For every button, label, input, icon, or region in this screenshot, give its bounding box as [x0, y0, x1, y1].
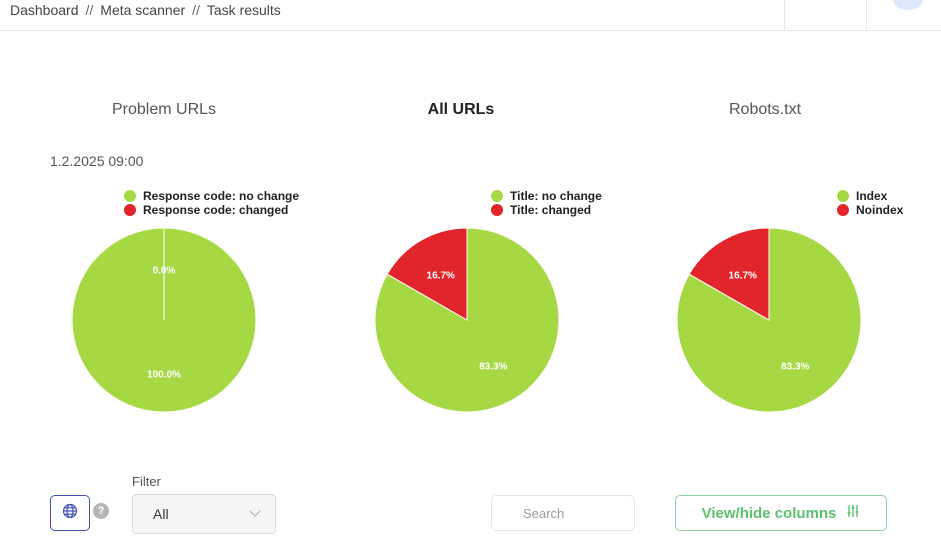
- pie-slice[interactable]: [688, 227, 770, 321]
- pie-data-label: 100.0%: [147, 369, 181, 380]
- tab-problem-urls[interactable]: Problem URLs: [111, 101, 217, 118]
- chart-legend: Index Noindex: [837, 189, 903, 217]
- legend-item[interactable]: Response code: no change: [124, 189, 299, 203]
- tab-all-urls[interactable]: All URLs: [427, 101, 495, 118]
- pie-chart-response-code: 100.0% 0.0%: [71, 227, 257, 413]
- legend-item[interactable]: Response code: changed: [124, 203, 299, 217]
- scan-timestamp: 1.2.2025 09:00: [50, 153, 144, 169]
- legend-swatch: [124, 190, 136, 202]
- breadcrumb-dashboard[interactable]: Dashboard: [10, 2, 79, 18]
- search-input[interactable]: [492, 496, 634, 530]
- breadcrumb-meta-scanner[interactable]: Meta scanner: [100, 2, 186, 18]
- legend-swatch: [491, 190, 503, 202]
- legend-swatch: [124, 204, 136, 216]
- pie-slice[interactable]: [386, 227, 468, 321]
- legend-item[interactable]: Title: changed: [491, 203, 602, 217]
- pie-slice[interactable]: [374, 227, 560, 413]
- topbar-divider: [866, 0, 867, 31]
- view-hide-columns-button[interactable]: View/hide columns: [675, 495, 887, 531]
- legend-swatch: [491, 204, 503, 216]
- globe-icon: [62, 503, 78, 524]
- topbar-divider: [784, 0, 785, 31]
- chart-legend: Response code: no change Response code: …: [124, 189, 299, 217]
- legend-label: Index: [856, 189, 888, 203]
- avatar[interactable]: [893, 0, 923, 10]
- legend-label: Response code: no change: [143, 189, 300, 203]
- legend-label: Response code: changed: [143, 203, 289, 217]
- legend-item[interactable]: Title: no change: [491, 189, 602, 203]
- legend-swatch: [837, 204, 849, 216]
- legend-label: Title: no change: [510, 189, 602, 203]
- help-icon[interactable]: ?: [93, 503, 109, 519]
- pie-chart-robots: 83.3% 16.7%: [676, 227, 862, 413]
- breadcrumb-separator: //: [85, 2, 94, 18]
- legend-label: Title: changed: [510, 203, 592, 217]
- breadcrumb: Dashboard // Meta scanner // Task results: [10, 2, 281, 18]
- globe-button[interactable]: [50, 495, 90, 531]
- pie-data-label: 16.7%: [729, 271, 757, 282]
- legend-item[interactable]: Index: [837, 189, 903, 203]
- filter-select[interactable]: All: [132, 494, 276, 534]
- search-box[interactable]: [491, 495, 635, 531]
- tab-robots-txt[interactable]: Robots.txt: [728, 101, 802, 118]
- pie-slice[interactable]: [676, 227, 862, 413]
- breadcrumb-current: Task results: [206, 2, 281, 18]
- pie-data-label: 0.0%: [153, 265, 176, 276]
- pie-data-label: 83.3%: [781, 361, 809, 372]
- filter-label: Filter: [132, 474, 161, 489]
- chart-legend: Title: no change Title: changed: [491, 189, 602, 217]
- pie-data-label: 83.3%: [479, 361, 507, 372]
- breadcrumb-separator: //: [192, 2, 200, 18]
- sliders-icon: [846, 504, 860, 522]
- filter-selected-value: All: [153, 506, 169, 522]
- pie-chart-title: 83.3% 16.7%: [374, 227, 560, 413]
- pie-data-label: 16.7%: [427, 271, 455, 282]
- legend-item[interactable]: Noindex: [837, 203, 903, 217]
- view-hide-columns-label: View/hide columns: [701, 504, 837, 522]
- top-bar: Dashboard // Meta scanner // Task results: [0, 0, 941, 31]
- legend-swatch: [837, 190, 849, 202]
- chevron-down-icon: [249, 505, 261, 517]
- legend-label: Noindex: [856, 203, 904, 217]
